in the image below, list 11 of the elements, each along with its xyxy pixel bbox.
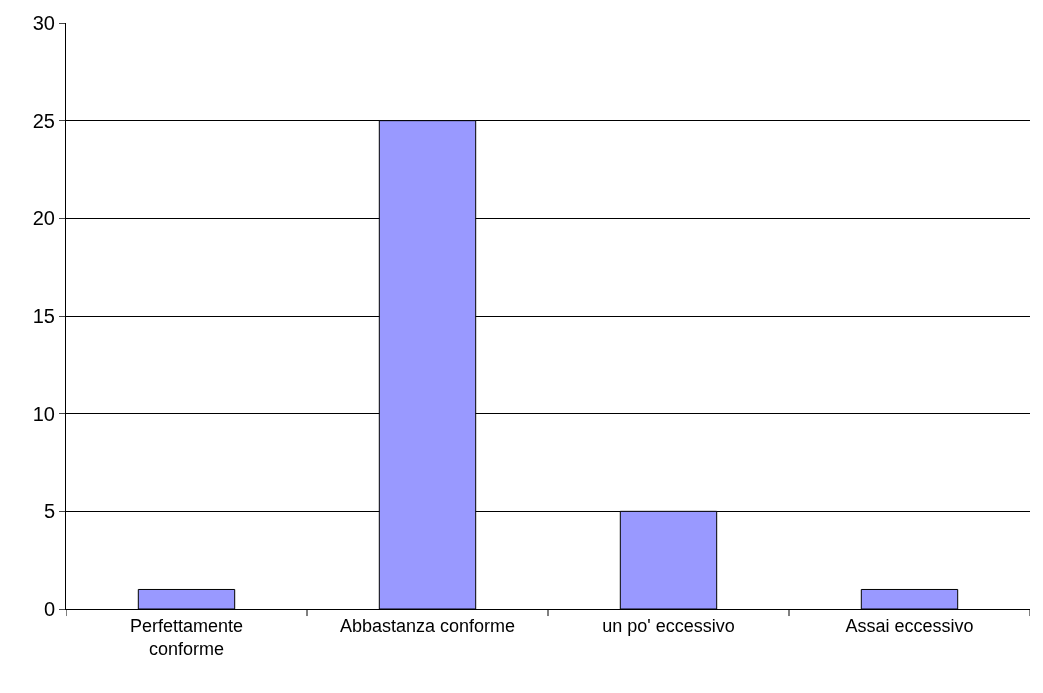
y-tick-label: 10 bbox=[32, 402, 55, 425]
y-tick-label: 0 bbox=[43, 598, 55, 620]
y-tick-label: 30 bbox=[32, 12, 55, 34]
y-tick-label: 5 bbox=[43, 500, 55, 523]
x-tick-label: Assai eccessivo bbox=[845, 615, 974, 636]
x-tick-label: Abbastanza conforme bbox=[339, 615, 516, 636]
y-tick-label: 25 bbox=[32, 109, 55, 132]
y-tick-label: 20 bbox=[32, 207, 55, 230]
x-tick-label: un po' eccessivo bbox=[602, 615, 735, 636]
y-tick-label: 15 bbox=[32, 305, 55, 327]
x-tick-label: Perfettamente conforme bbox=[129, 615, 244, 659]
